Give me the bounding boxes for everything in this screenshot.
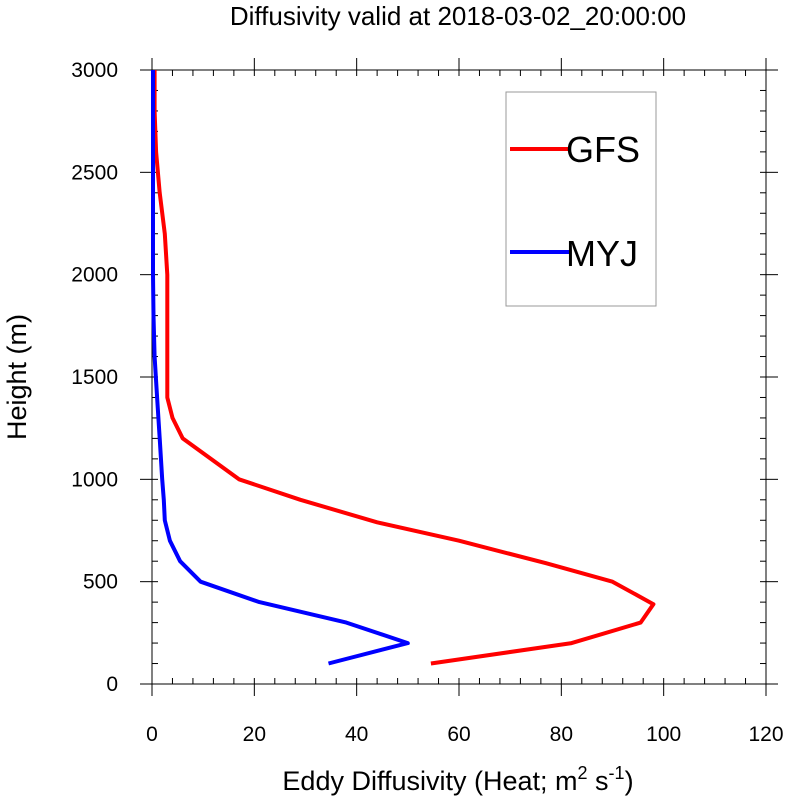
x-axis-title-sup2: -1 [609, 763, 625, 783]
y-tick-label: 500 [83, 571, 118, 594]
y-tick-label: 0 [106, 673, 118, 696]
plot-frame [151, 69, 767, 685]
major-ticks [140, 58, 778, 696]
x-tick-label: 80 [550, 723, 573, 746]
minor-ticks [151, 69, 767, 685]
x-axis-title-prefix: Eddy Diffusivity (Heat; m [282, 766, 577, 796]
x-tick-label: 60 [447, 723, 470, 746]
x-axis-title-suffix: ) [625, 766, 634, 796]
y-tick-label: 1000 [71, 468, 118, 491]
legend-label-gfs: GFS [566, 129, 640, 170]
y-tick-label: 1500 [71, 366, 118, 389]
legend-box [505, 91, 657, 307]
series-line-myj [151, 70, 410, 666]
chart-title: Diffusivity valid at 2018-03-02_20:00:00 [230, 1, 686, 31]
y-tick-labels: 0 500 1000 1500 2000 2500 3000 [71, 59, 118, 696]
x-axis-title-sup1: 2 [578, 763, 588, 783]
y-tick-label: 3000 [71, 59, 118, 82]
x-tick-label: 120 [748, 723, 783, 746]
x-tick-label: 20 [243, 723, 266, 746]
x-tick-label: 40 [345, 723, 368, 746]
y-tick-label: 2500 [71, 161, 118, 184]
legend-label-myj: MYJ [566, 233, 638, 274]
x-axis-title: Eddy Diffusivity (Heat; m2 s-1) [282, 763, 633, 796]
series-line-gfs [152, 70, 656, 666]
legend: GFS MYJ [505, 91, 657, 307]
x-axis-title-middle: s [588, 766, 609, 796]
x-tick-label: 100 [646, 723, 681, 746]
x-tick-labels: 0 20 40 60 80 100 120 [146, 723, 783, 746]
y-axis-title: Height (m) [2, 314, 32, 440]
x-tick-label: 0 [146, 723, 158, 746]
y-tick-label: 2000 [71, 264, 118, 287]
series-lines [151, 70, 656, 666]
